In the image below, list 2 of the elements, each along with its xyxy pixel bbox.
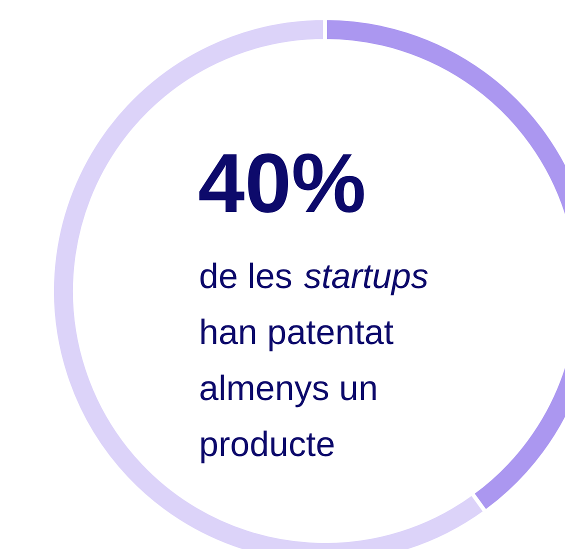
text: 40% <box>198 136 366 230</box>
text: de les startups han patentat almenys un producte <box>199 257 428 464</box>
